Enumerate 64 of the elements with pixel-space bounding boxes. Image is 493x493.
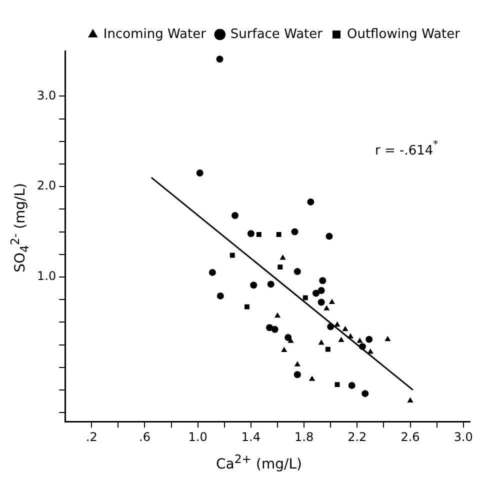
legend-label: Surface Water [230, 26, 324, 42]
y-tick-label: 1.0 [36, 269, 56, 284]
x-tick-label: 1.4 [241, 430, 260, 444]
x-axis-title: Ca$^{2+}$ (mg/L) [215, 452, 303, 473]
point [338, 336, 344, 342]
point [232, 212, 239, 220]
point [312, 290, 320, 297]
point [328, 298, 335, 304]
point [356, 338, 363, 343]
point [342, 326, 348, 332]
point [291, 228, 298, 236]
point [318, 287, 325, 294]
point [278, 264, 283, 270]
x-tick-label: 1.8 [294, 430, 314, 444]
point [216, 56, 224, 63]
point [302, 295, 308, 300]
point [384, 336, 391, 342]
y-tick-label: 3.0 [36, 88, 56, 102]
point [348, 382, 356, 389]
point [307, 198, 314, 206]
point [319, 277, 326, 284]
y-tick-label: 2.0 [36, 178, 56, 193]
point [326, 232, 333, 240]
point [325, 346, 330, 352]
x-tick-label: 1.0 [188, 430, 208, 444]
point [358, 343, 366, 350]
x-tick-label: 3.0 [454, 430, 473, 444]
point [274, 312, 281, 318]
point [366, 336, 373, 343]
point [318, 339, 324, 345]
point [247, 230, 254, 238]
point [294, 268, 301, 276]
point [208, 268, 216, 276]
point [324, 305, 330, 310]
point [266, 324, 274, 332]
point [294, 371, 301, 378]
x-tick-label: 2.2 [348, 430, 367, 444]
point [280, 254, 286, 260]
point [362, 390, 369, 398]
point [230, 252, 235, 258]
legend-label: Outflowing Water [346, 26, 461, 42]
x-tick-label: .6 [139, 430, 150, 444]
point [250, 282, 258, 289]
point [271, 326, 278, 333]
point [196, 170, 204, 177]
point [244, 304, 250, 310]
x-tick-label: 2.6 [400, 430, 420, 444]
point [327, 323, 334, 330]
point [334, 382, 340, 388]
point [267, 280, 274, 288]
x-tick-label: .2 [86, 430, 98, 444]
point [334, 321, 340, 327]
point [294, 361, 300, 366]
point [407, 397, 414, 403]
annotation: r = -.614* [375, 140, 438, 158]
point [284, 334, 292, 342]
point [308, 376, 316, 381]
point [256, 232, 262, 237]
legend-label: Incoming Water [103, 26, 207, 42]
point [318, 298, 325, 306]
point [347, 333, 354, 338]
point [281, 346, 288, 352]
point [276, 232, 282, 237]
point [216, 292, 224, 300]
